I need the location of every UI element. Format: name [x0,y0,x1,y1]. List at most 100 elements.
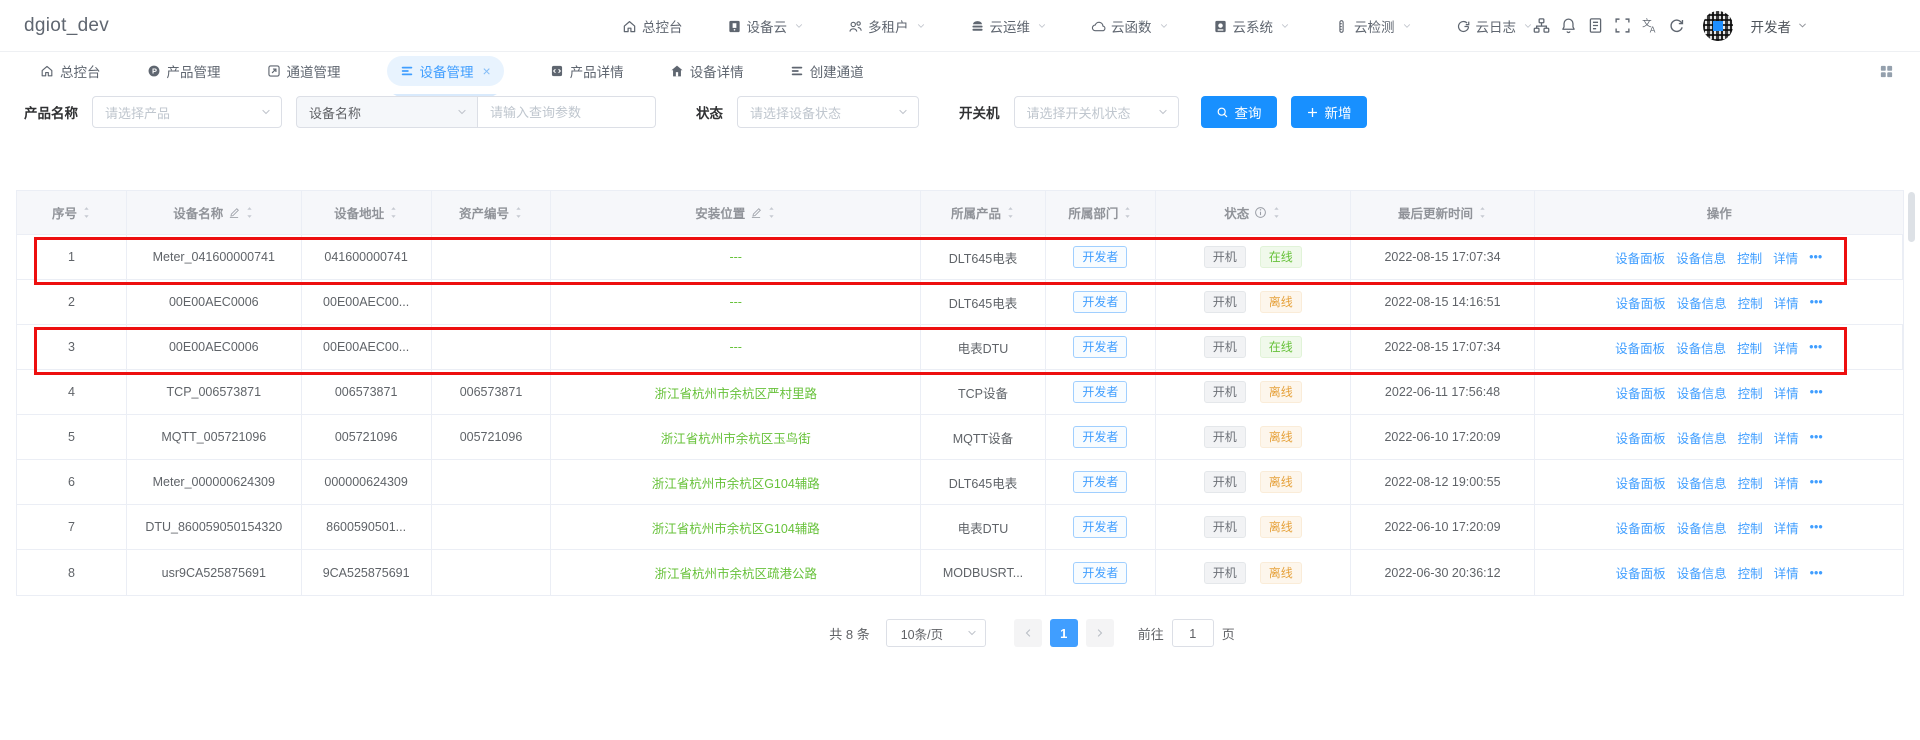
action-detail[interactable]: 详情 [1773,296,1799,311]
action-device-panel[interactable]: 设备面板 [1615,296,1666,311]
action-more[interactable]: ••• [1809,385,1823,399]
page-number-current[interactable]: 1 [1049,619,1078,647]
grid-icon[interactable] [1879,64,1894,79]
tab-device-list[interactable]: 设备管理 × [386,56,504,86]
nav-item-cloud-log[interactable]: 云日志 [1456,16,1534,36]
document-icon[interactable] [1587,17,1604,34]
nav-item-tenants[interactable]: 多租户 [848,16,926,36]
action-detail[interactable]: 详情 [1773,567,1799,581]
next-page-button[interactable] [1085,619,1114,647]
sort-icon[interactable] [245,206,254,219]
edit-icon[interactable] [750,207,762,219]
action-control[interactable]: 控制 [1737,386,1763,401]
query-field-select[interactable]: 设备名称 [296,96,478,128]
sort-icon[interactable] [1478,206,1487,219]
user-menu[interactable]: 开发者 [1751,16,1809,36]
action-more[interactable]: ••• [1809,340,1823,354]
sort-icon[interactable] [82,206,91,219]
action-more[interactable]: ••• [1809,295,1823,309]
action-device-info[interactable]: 设备信息 [1676,431,1727,446]
status-select[interactable]: 请选择设备状态 [737,96,919,128]
action-more[interactable]: ••• [1809,565,1823,580]
action-device-panel[interactable]: 设备面板 [1615,341,1666,356]
nav-item-cloud-system[interactable]: 云系统 [1213,16,1291,36]
action-device-panel[interactable]: 设备面板 [1615,431,1666,446]
edit-icon[interactable] [228,207,240,219]
bell-icon[interactable] [1560,17,1577,34]
nav-item-cloud-function[interactable]: 云函数 [1091,16,1169,36]
translate-icon[interactable] [1641,17,1658,34]
action-device-info[interactable]: 设备信息 [1676,296,1727,311]
status-tags: 开机 在线 [1203,336,1302,358]
status-tags: 开机 离线 [1203,291,1302,313]
install-location-link[interactable]: 浙江省杭州市余杭区G104辅路 [651,521,820,536]
sort-icon[interactable] [1006,206,1015,219]
action-device-panel[interactable]: 设备面板 [1615,521,1666,536]
action-device-info[interactable]: 设备信息 [1676,341,1727,356]
action-device-info[interactable]: 设备信息 [1676,567,1727,581]
sort-icon[interactable] [767,206,776,219]
sort-icon[interactable] [389,206,398,219]
tab-product[interactable]: 产品管理 [147,56,221,86]
goto-page-input[interactable] [1171,619,1214,647]
tab-channel[interactable]: 通道管理 [267,56,341,86]
sort-icon[interactable] [1272,206,1281,219]
action-control[interactable]: 控制 [1737,431,1763,446]
install-location-link[interactable]: 浙江省杭州市余杭区G104辅路 [651,476,820,491]
nav-item-cloud-ops[interactable]: 云运维 [970,16,1048,36]
nav-item-home[interactable]: 总控台 [622,16,683,36]
action-detail[interactable]: 详情 [1773,341,1799,356]
tab-create-channel[interactable]: 创建通道 [790,56,864,86]
action-device-info[interactable]: 设备信息 [1676,386,1727,401]
page-size-select[interactable]: 10条/页 [885,619,986,647]
action-detail[interactable]: 详情 [1773,386,1799,401]
action-device-info[interactable]: 设备信息 [1676,521,1727,536]
action-device-panel[interactable]: 设备面板 [1615,251,1666,266]
action-control[interactable]: 控制 [1737,476,1763,491]
install-location-link[interactable]: 浙江省杭州市余杭区玉鸟街 [660,431,811,446]
cell-department: 开发者 [1045,370,1156,415]
tab-home[interactable]: 总控台 [40,56,101,86]
sitemap-icon[interactable] [1533,17,1550,34]
avatar[interactable] [1702,10,1733,41]
action-detail[interactable]: 详情 [1773,521,1799,536]
prev-page-button[interactable] [1013,619,1042,647]
action-control[interactable]: 控制 [1737,521,1763,536]
install-location-link[interactable]: 浙江省杭州市余杭区疏港公路 [654,567,817,581]
action-device-panel[interactable]: 设备面板 [1615,386,1666,401]
fullscreen-icon[interactable] [1614,17,1631,34]
sort-icon[interactable] [1123,206,1132,219]
action-more[interactable]: ••• [1809,520,1823,534]
action-control[interactable]: 控制 [1737,251,1763,266]
action-device-info[interactable]: 设备信息 [1676,251,1727,266]
action-detail[interactable]: 详情 [1773,251,1799,266]
close-icon[interactable]: × [482,63,491,79]
product-select[interactable]: 请选择产品 [92,96,282,128]
tab-device-detail[interactable]: 设备详情 [670,56,744,86]
switch-select[interactable]: 请选择开关机状态 [1013,96,1179,128]
vertical-scrollbar-thumb[interactable] [1908,192,1915,242]
install-location-link[interactable]: 浙江省杭州市余杭区严村里路 [654,386,817,401]
status-tags: 开机 离线 [1203,516,1302,538]
action-detail[interactable]: 详情 [1773,431,1799,446]
query-input[interactable] [478,96,656,128]
action-device-panel[interactable]: 设备面板 [1615,476,1666,491]
action-more[interactable]: ••• [1809,250,1823,264]
tab-product-detail[interactable]: 产品详情 [550,56,624,86]
info-icon[interactable] [1254,206,1267,219]
action-detail[interactable]: 详情 [1773,476,1799,491]
nav-item-cloud-detect[interactable]: 云检测 [1334,16,1412,36]
action-more[interactable]: ••• [1809,430,1823,444]
sort-icon[interactable] [514,206,523,219]
action-control[interactable]: 控制 [1737,296,1763,311]
add-button[interactable]: 新增 [1290,96,1367,128]
refresh-icon[interactable] [1668,17,1685,34]
action-control[interactable]: 控制 [1737,567,1763,581]
action-control[interactable]: 控制 [1737,341,1763,356]
action-device-panel[interactable]: 设备面板 [1615,567,1666,581]
action-device-info[interactable]: 设备信息 [1676,476,1727,491]
search-button[interactable]: 查询 [1200,96,1277,128]
brand-logo[interactable]: dgiot_dev [24,14,110,36]
action-more[interactable]: ••• [1809,475,1823,489]
nav-item-device-cloud[interactable]: 设备云 [727,16,805,36]
